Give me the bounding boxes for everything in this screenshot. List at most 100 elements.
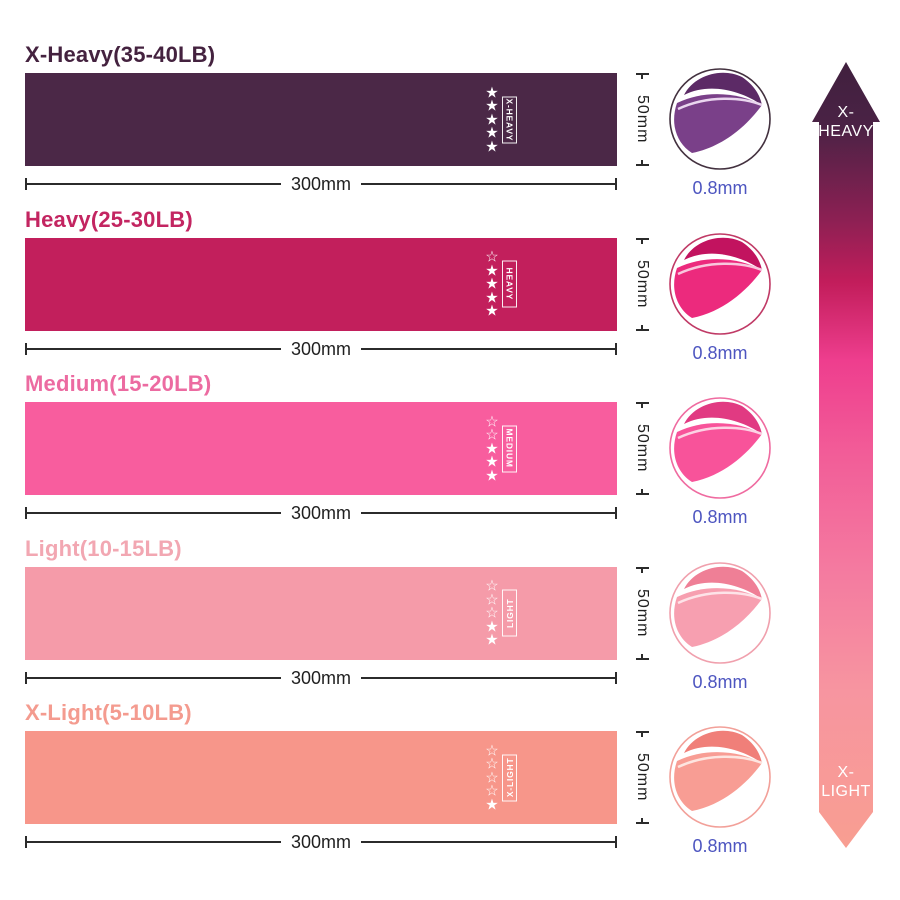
dimension-tick (635, 164, 649, 166)
width-dimension: 300mm (25, 833, 617, 851)
dimension-tick (641, 818, 643, 822)
dimension-tick (25, 507, 27, 519)
star-icon: ★ (485, 110, 499, 128)
arrow-shape (812, 62, 880, 848)
star-icon: ★ (485, 466, 499, 484)
dimension-tick (641, 568, 643, 573)
dimension-tick (635, 731, 649, 733)
band-swatch: ☆ ☆ ☆ ☆ ★ X-LIGHT (25, 731, 617, 824)
band-tag-label: MEDIUM (504, 428, 515, 469)
dimension-line (27, 347, 281, 350)
band-fold-thumbnail (668, 725, 772, 829)
width-dimension-label: 300mm (290, 667, 352, 688)
star-outline-icon: ☆ (485, 782, 499, 800)
star-icon: ★ (485, 631, 499, 649)
dimension-line (361, 512, 615, 514)
dimension-tick (615, 507, 617, 519)
dimension-tick (641, 653, 643, 658)
thickness-label: 0.8mm (692, 836, 748, 856)
width-dimension: 300mm (25, 340, 617, 358)
dimension-tick (615, 836, 617, 848)
star-outline-icon: ☆ (485, 604, 499, 622)
dimension-tick (641, 489, 643, 493)
star-icon: ★ (485, 288, 499, 306)
dimension-tick (615, 671, 617, 684)
width-dimension: 300mm (25, 669, 617, 687)
band-tag: X-LIGHT (502, 754, 517, 801)
star-outline-icon: ☆ (485, 590, 499, 608)
band-tag: X-HEAVY (502, 96, 517, 143)
band-swatch: ★ ★ ★ ★ ★ X-HEAVY (25, 73, 617, 166)
width-dimension: 300mm (25, 504, 617, 522)
band-row: X-Heavy(35-40LB) ★ ★ ★ ★ ★ X-HEAVY 300mm 50m… (0, 42, 900, 206)
star-rating: ☆ ☆ ★ ★ ★ (476, 412, 508, 484)
band-tag-label: X-HEAVY (504, 98, 515, 141)
star-icon: ★ (485, 97, 499, 115)
dimension-tick (641, 404, 643, 408)
thickness-label: 0.8mm (692, 671, 748, 692)
band-tag-label: LIGHT (504, 598, 515, 628)
dimension-tick (641, 324, 643, 329)
star-rating: ★ ★ ★ ★ ★ (476, 83, 508, 155)
dimension-tick (641, 239, 643, 244)
band-title: Medium(15-20LB) (25, 371, 212, 396)
band-tag: MEDIUM (502, 425, 517, 472)
star-icon: ★ (485, 439, 499, 457)
band-fold-thumbnail (668, 67, 772, 171)
dimension-line (361, 347, 615, 350)
band-title: Light(10-15LB) (25, 535, 182, 561)
dimension-tick (641, 75, 643, 79)
dimension-line (27, 676, 281, 679)
height-dimension-label: 50mm (634, 753, 651, 802)
dimension-tick (635, 493, 649, 495)
width-dimension-label: 300mm (290, 338, 352, 359)
dimension-tick (635, 657, 649, 660)
band-fold-thumbnail (668, 396, 772, 500)
band-swatch: ☆ ★ ★ ★ ★ HEAVY (25, 237, 617, 331)
dimension-tick (25, 342, 27, 355)
dimension-tick (25, 671, 27, 684)
dimension-tick (635, 822, 649, 824)
star-icon: ★ (485, 453, 499, 471)
star-outline-icon: ☆ (485, 768, 499, 786)
band-row: Medium(15-20LB) ☆ ☆ ★ ★ ★ MEDIUM 300mm 50mm … (0, 371, 900, 535)
width-dimension: 300mm (25, 175, 617, 193)
star-icon: ★ (485, 83, 499, 101)
dimension-tick (635, 402, 649, 404)
band-tag-label: X-LIGHT (504, 757, 515, 798)
star-rating: ☆ ☆ ☆ ☆ ★ (476, 741, 508, 813)
band-tag-label: HEAVY (504, 267, 515, 301)
width-dimension-label: 300mm (290, 174, 352, 194)
dimension-tick (635, 237, 649, 240)
band-tag: HEAVY (502, 260, 517, 308)
star-outline-icon: ☆ (485, 577, 499, 595)
star-icon: ★ (485, 137, 499, 155)
thickness-label: 0.8mm (692, 507, 748, 527)
arrow-bottom-label: LIGHT (821, 783, 871, 800)
star-icon: ★ (485, 261, 499, 279)
star-outline-icon: ☆ (485, 412, 499, 430)
dimension-line (361, 676, 615, 679)
star-icon: ★ (485, 617, 499, 635)
band-title: X-Light(5-10LB) (25, 700, 192, 725)
star-outline-icon: ☆ (485, 755, 499, 773)
height-dimension-label: 50mm (634, 588, 651, 638)
star-outline-icon: ☆ (485, 741, 499, 759)
band-row: Heavy(25-30LB) ☆ ★ ★ ★ ★ HEAVY 300mm 50mm 0.… (0, 207, 900, 371)
dimension-line (27, 512, 281, 514)
dimension-tick (641, 733, 643, 737)
height-dimension: 50mm (629, 73, 655, 166)
height-dimension-label: 50mm (634, 95, 651, 144)
band-row: Light(10-15LB) ☆ ☆ ☆ ★ ★ LIGHT 300mm 50mm 0.… (0, 536, 900, 700)
height-dimension: 50mm (629, 237, 655, 331)
weight-gradient-arrow: X- HEAVY X- LIGHT (812, 62, 880, 848)
star-icon: ★ (485, 275, 499, 293)
dimension-line (361, 841, 615, 843)
star-icon: ★ (485, 795, 499, 813)
dimension-line (361, 183, 615, 185)
band-title: X-Heavy(35-40LB) (25, 42, 216, 67)
band-title: Heavy(25-30LB) (25, 206, 193, 232)
width-dimension-label: 300mm (290, 832, 352, 852)
dimension-tick (635, 73, 649, 75)
thickness-label: 0.8mm (692, 178, 748, 198)
